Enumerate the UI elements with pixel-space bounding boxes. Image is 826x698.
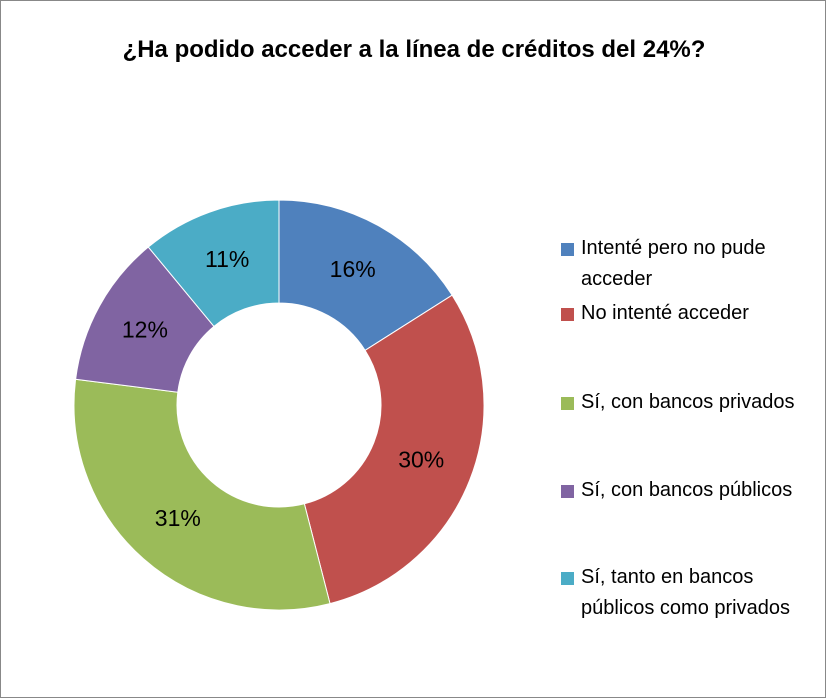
donut-slice [278,199,453,352]
legend-swatch [561,485,574,498]
legend-label: No intenté acceder [581,302,749,324]
donut-slice [73,378,331,611]
legend-swatch [561,308,574,321]
donut-slice [303,294,485,605]
data-label: 30% [398,446,444,472]
legend-label: Sí, con bancos privados [581,391,795,413]
data-label: 16% [330,256,376,282]
legend-label: Sí, con bancos públicos [581,479,793,501]
legend-label: Intenté pero no pude acceder [581,237,766,290]
legend-swatch [561,397,574,410]
data-label: 12% [122,316,168,342]
data-label: 11% [205,246,249,272]
chart-title: ¿Ha podido acceder a la línea de crédito… [122,36,706,63]
data-label: 31% [155,505,201,531]
legend-swatch [561,243,574,256]
legend-label: Sí, tanto en bancos públicos como privad… [581,566,790,619]
donut-slice [147,199,280,328]
legend-swatch [561,572,574,585]
